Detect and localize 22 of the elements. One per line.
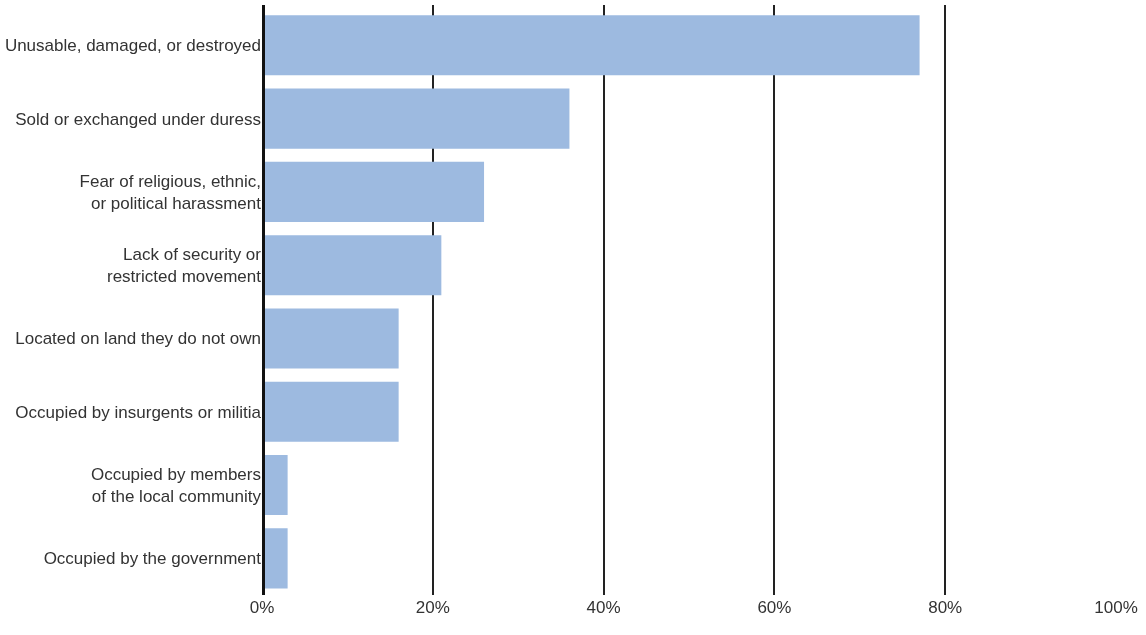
x-tick-label: 20% [415, 598, 450, 617]
y-tick-label: Located on land they do not own [15, 329, 261, 349]
y-tick-label: Occupied by the government [43, 549, 262, 569]
x-tick-label: 100% [1094, 598, 1138, 617]
bar [262, 308, 399, 369]
bar [262, 528, 288, 589]
y-tick-label: Sold or exchanged under duress [15, 109, 261, 129]
y-tick-label: Fear of religious, ethnic, or political harassment [79, 171, 262, 213]
y-tick-label: Occupied by insurgents or militia [15, 402, 262, 422]
x-tick-label: 0% [249, 598, 275, 617]
y-tick-label: Occupied by members of the local community [90, 464, 262, 507]
x-tick-label: 60% [757, 598, 792, 617]
bar [262, 161, 485, 222]
bar [262, 235, 442, 296]
bar [262, 15, 920, 76]
x-tick-label: 80% [928, 598, 963, 617]
y-tick-label: Unusable, damaged, or destroyed [4, 36, 261, 56]
bar [262, 381, 399, 442]
bar [262, 88, 570, 149]
y-tick-label: Lack of security or restricted movement [107, 245, 262, 287]
bar [262, 455, 288, 516]
x-tick-label: 40% [586, 598, 621, 617]
